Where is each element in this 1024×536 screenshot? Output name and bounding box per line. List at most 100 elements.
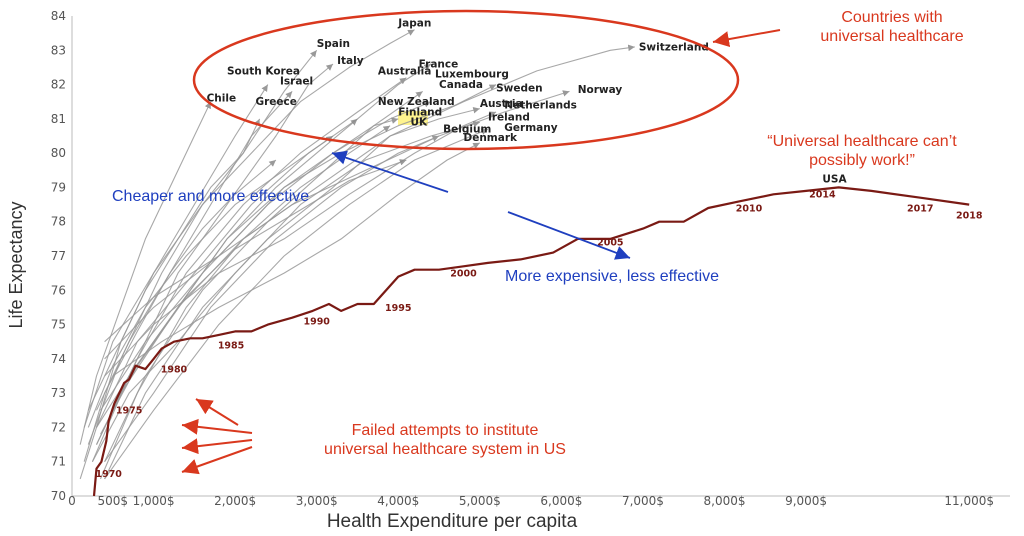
switzerland-series-line (120, 44, 635, 394)
norway-series-line (104, 90, 570, 343)
year-label-1980: 1980 (161, 365, 188, 376)
annotation-universal-line2: universal healthcare (820, 28, 963, 45)
y-axis-title: Life Expectancy (6, 201, 26, 328)
country-label-finland: Finland (398, 106, 442, 118)
usa-series-line (92, 186, 970, 497)
country-label-new-zealand: New Zealand (378, 96, 455, 108)
annotation-expensive: More expensive, less effective (505, 211, 719, 285)
x-tick-label: 9,000$ (785, 494, 827, 508)
x-tick-label: 1,000$ (133, 494, 175, 508)
country-label-italy: Italy (337, 55, 364, 67)
year-label-2017: 2017 (907, 203, 933, 214)
country-label-austria: Austria (480, 98, 523, 110)
x-tick-label: 7,000$ (622, 494, 664, 508)
annotation-universal-arrow (712, 29, 781, 48)
y-tick-label: 84 (51, 9, 66, 23)
y-tick-label: 77 (51, 249, 66, 263)
country-label-norway: Norway (578, 84, 623, 96)
y-tick-label: 73 (51, 386, 66, 400)
y-tick-label: 81 (51, 112, 66, 126)
y-tick-label: 82 (51, 78, 66, 92)
uk-series-line (96, 117, 399, 428)
chile-series-line (79, 101, 212, 445)
annotation-expensive-arrow (507, 211, 631, 260)
country-label-belgium: Belgium (443, 124, 491, 136)
year-label-1990: 1990 (303, 317, 330, 328)
year-label-1995: 1995 (385, 303, 411, 314)
x-tick-label: 4,000$ (377, 494, 419, 508)
y-tick-label: 74 (51, 352, 66, 366)
austria-series-line (104, 107, 480, 480)
annotation-cant-work-line2: possibly work!” (809, 152, 915, 169)
netherlands-series-line (104, 111, 497, 377)
x-tick-label: 0 (68, 494, 76, 508)
country-label-usa: USA (822, 173, 847, 185)
y-tick-label: 71 (51, 455, 66, 469)
annotation-universal-line1: Countries with (841, 9, 942, 26)
annotation-failed-arrow-3 (181, 438, 253, 455)
annotation-failed: Failed attempts to institute universal h… (181, 398, 566, 475)
x-tick-label: 5,000$ (459, 494, 501, 508)
year-label-1975: 1975 (116, 406, 142, 417)
year-labels: 1970 1975 1980 1985 1990 1995 2000 2005 2010 2014… (95, 190, 982, 480)
year-label-2000: 2000 (450, 269, 477, 280)
x-tick-label: 500$ (98, 494, 129, 508)
unlabeled-series-line (87, 135, 334, 428)
country-label-australia: Australia (378, 65, 431, 77)
y-tick-label: 75 (51, 318, 66, 332)
greece-series-line (87, 118, 261, 411)
country-label-luxembourg: Luxembourg (435, 69, 509, 81)
universal-healthcare-ellipse (192, 9, 740, 151)
y-tick-label: 76 (51, 283, 66, 297)
israel-series-line (96, 91, 293, 411)
annotation-failed-arrow-1 (195, 398, 239, 426)
country-label-canada: Canada (439, 79, 483, 91)
sweden-series-line (104, 84, 497, 360)
country-label-sweden: Sweden (496, 82, 543, 94)
x-tick-label: 6,000$ (540, 494, 582, 508)
year-label-2014: 2014 (809, 190, 836, 201)
country-label-greece: Greece (256, 96, 297, 108)
year-label-2010: 2010 (736, 203, 763, 214)
japan-series-line (83, 29, 415, 428)
country-label-israel: Israel (280, 76, 313, 88)
annotation-failed-arrow-4 (181, 446, 253, 475)
annotation-failed-line1: Failed attempts to institute (352, 422, 539, 439)
x-tick-label: 11,000$ (944, 494, 994, 508)
y-tick-label: 79 (51, 180, 66, 194)
y-tick-label: 78 (51, 215, 66, 229)
france-series-line (96, 63, 432, 428)
unlabeled-series-line (83, 159, 277, 462)
country-label-uk: UK (410, 117, 428, 129)
annotation-cheaper-arrow (331, 150, 449, 193)
y-tick-label: 83 (51, 43, 66, 57)
y-tick-labels: 70 71 72 73 74 75 76 77 78 79 80 81 82 83 84 (51, 9, 66, 503)
annotation-expensive-text: More expensive, less effective (505, 268, 719, 285)
annotation-universal: Countries with universal healthcare (712, 9, 964, 48)
y-tick-label: 70 (51, 489, 66, 503)
x-tick-labels: 0 500$ 1,000$ 2,000$ 3,000$ 4,000$ 5,000$ 6,000… (68, 494, 994, 508)
country-label-germany: Germany (504, 122, 557, 134)
country-label-ireland: Ireland (488, 112, 530, 124)
year-label-1970: 1970 (95, 469, 122, 480)
ireland-series-line (91, 120, 480, 462)
y-tick-label: 80 (51, 146, 66, 160)
country-label-netherlands: Netherlands (504, 100, 577, 112)
x-tick-label: 2,000$ (214, 494, 256, 508)
country-label-japan: Japan (397, 17, 431, 29)
country-label-chile: Chile (207, 93, 237, 105)
denmark-series-line (112, 142, 481, 377)
country-label-france: France (419, 58, 459, 70)
year-label-2005: 2005 (597, 238, 623, 249)
x-axis-title: Health Expenditure per capita (327, 511, 578, 532)
annotation-failed-arrow-2 (181, 418, 253, 435)
country-label-switzerland: Switzerland (639, 41, 709, 53)
series-layer (79, 29, 970, 497)
axes (71, 16, 1010, 497)
x-tick-label: 3,000$ (296, 494, 338, 508)
annotation-failed-line2: universal healthcare system in US (324, 441, 566, 458)
country-label-denmark: Denmark (464, 132, 519, 144)
year-label-2018: 2018 (956, 210, 983, 221)
